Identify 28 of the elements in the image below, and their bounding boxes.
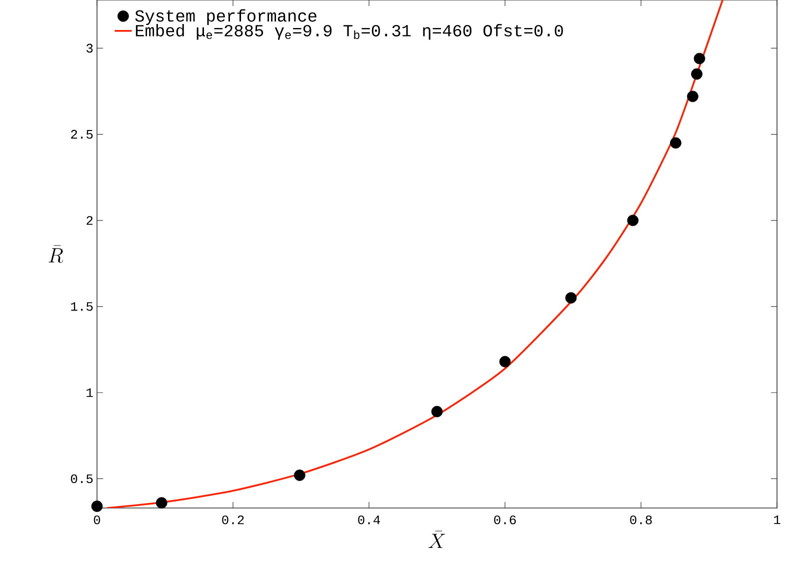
y-tick-label: 2.5 bbox=[71, 130, 93, 139]
point bbox=[687, 90, 698, 102]
x-tick-label: 0 bbox=[94, 515, 100, 524]
y-tick-label: 0.5 bbox=[70, 474, 93, 484]
y-tick-label: 2 bbox=[86, 216, 93, 225]
point bbox=[91, 500, 103, 512]
y-tick-label: 1 bbox=[86, 388, 93, 397]
x-tick-label: 0.2 bbox=[222, 515, 244, 524]
point bbox=[499, 356, 511, 368]
x-tick-label: 1 bbox=[774, 516, 780, 524]
point bbox=[691, 68, 702, 80]
x-tick-label: 0.4 bbox=[358, 515, 380, 524]
y-axis-title: $\bar{R}$ bbox=[48, 245, 64, 263]
legend-label: System performance bbox=[135, 9, 316, 26]
legend-label: Embed μ$_{e}$=2885 γ$_{e}$=9.9 T$_{b}$=0.31 η=460 Ofst=0.0 bbox=[136, 24, 563, 40]
y-tick-label: 3 bbox=[86, 44, 93, 53]
x-axis-title: $\bar{X}$ bbox=[428, 530, 446, 548]
x-tick-label: 0.8 bbox=[630, 515, 652, 524]
point bbox=[627, 214, 639, 226]
point bbox=[565, 292, 577, 304]
point bbox=[431, 406, 443, 418]
line-series bbox=[106, 0, 724, 508]
point bbox=[670, 137, 682, 149]
point bbox=[694, 52, 706, 64]
point bbox=[156, 497, 168, 509]
y-tick-label: 1.5 bbox=[71, 302, 93, 311]
point bbox=[294, 470, 306, 481]
x-tick-label: 0.6 bbox=[494, 515, 516, 524]
